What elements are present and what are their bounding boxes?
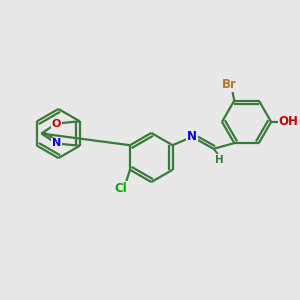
Text: OH: OH [278, 115, 298, 128]
Text: O: O [52, 118, 61, 129]
Text: Br: Br [221, 79, 236, 92]
Text: H: H [214, 155, 224, 165]
Text: N: N [187, 130, 197, 143]
Text: N: N [52, 138, 61, 148]
Text: Cl: Cl [115, 182, 128, 195]
